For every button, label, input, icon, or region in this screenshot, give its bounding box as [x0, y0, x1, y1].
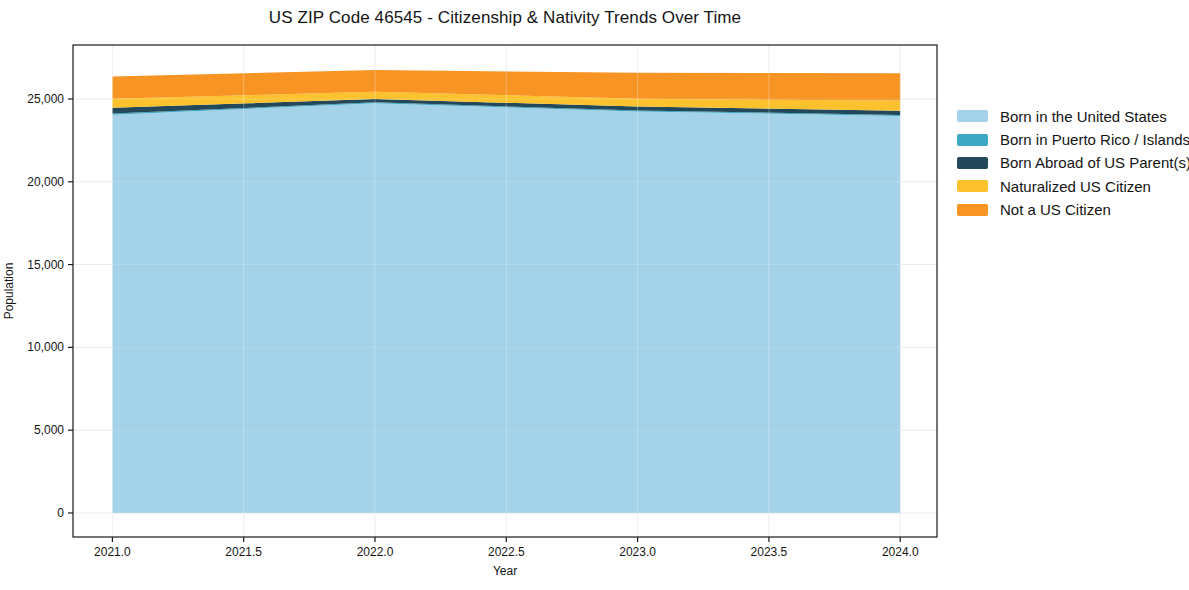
x-tick-label: 2021.0 — [94, 545, 131, 559]
x-axis-label: Year — [73, 564, 937, 578]
y-tick-label: 10,000 — [27, 340, 64, 354]
legend-item-born-in-puerto-rico-islands: Born in Puerto Rico / Islands — [957, 133, 1189, 145]
legend-label: Born in the United States — [1000, 108, 1167, 125]
legend-label: Naturalized US Citizen — [1000, 178, 1151, 195]
x-tick-label: 2023.0 — [619, 545, 656, 559]
legend-swatch — [957, 157, 988, 169]
x-tick-label: 2023.5 — [751, 545, 788, 559]
x-tick-label: 2022.0 — [357, 545, 394, 559]
x-tick-label: 2024.0 — [882, 545, 919, 559]
x-tick-label: 2022.5 — [488, 545, 525, 559]
chart-figure: 0 5,000 10,000 15,000 20,000 25,000 2021.0 2021… — [0, 0, 1189, 590]
y-tick-label: 25,000 — [27, 92, 64, 106]
legend-label: Not a US Citizen — [1000, 201, 1111, 218]
y-tick-label: 5,000 — [34, 423, 64, 437]
y-tick-label: 20,000 — [27, 175, 64, 189]
legend-swatch — [957, 110, 988, 122]
x-tick-label: 2021.5 — [225, 545, 262, 559]
legend-swatch — [957, 134, 988, 146]
legend-swatch — [957, 204, 988, 216]
legend-item-born-in-the-united-states: Born in the United States — [957, 110, 1189, 122]
y-tick-label: 15,000 — [27, 258, 64, 272]
legend-item-not-a-us-citizen: Not a US Citizen — [957, 204, 1189, 216]
y-axis-label: Population — [2, 216, 16, 366]
legend-swatch — [957, 180, 988, 192]
chart-title: US ZIP Code 46545 - Citizenship & Nativi… — [73, 8, 937, 28]
chart-canvas: 0 5,000 10,000 15,000 20,000 25,000 2021.0 2021… — [0, 0, 1189, 590]
legend-item-naturalized-us-citizen: Naturalized US Citizen — [957, 180, 1189, 192]
legend-label: Born in Puerto Rico / Islands — [1000, 131, 1189, 148]
y-tick-label: 0 — [57, 506, 64, 520]
legend-label: Born Abroad of US Parent(s) — [1000, 154, 1189, 171]
legend-item-born-abroad-of-us-parent-s: Born Abroad of US Parent(s) — [957, 157, 1189, 169]
legend: Born in the United States Born in Puerto… — [957, 110, 1189, 216]
